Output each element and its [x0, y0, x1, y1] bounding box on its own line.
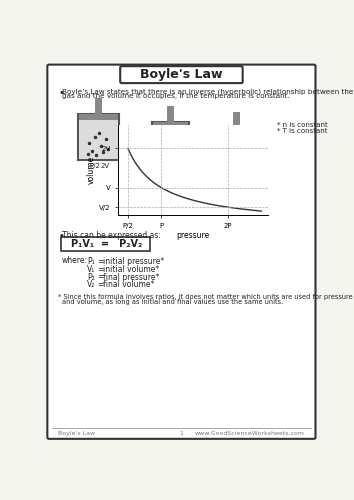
Text: gas and the volume it occupies, if the temperature is constant.: gas and the volume it occupies, if the t…	[62, 93, 290, 99]
Text: Boyle's Law: Boyle's Law	[140, 68, 223, 81]
Bar	[78, 114, 119, 160]
Text: final volume*: final volume*	[103, 280, 155, 289]
Text: P/2: P/2	[89, 163, 100, 169]
Bar	[79, 120, 118, 160]
FancyBboxPatch shape	[120, 66, 242, 83]
Bar	[79, 114, 118, 120]
Text: * n is constant: * n is constant	[277, 122, 327, 128]
Text: initial pressure*: initial pressure*	[103, 257, 164, 266]
Text: P₁: P₁	[87, 257, 95, 266]
Bar	[61, 237, 150, 251]
Text: V₁: V₁	[87, 265, 95, 274]
Text: Boyle's Law: Boyle's Law	[58, 431, 95, 436]
Bar	[219, 128, 254, 134]
FancyBboxPatch shape	[47, 64, 315, 439]
Text: 2V: 2V	[100, 163, 109, 169]
Bar	[218, 128, 255, 144]
Text: 2P: 2P	[228, 148, 237, 154]
Text: P₂: P₂	[87, 272, 95, 281]
Text: •: •	[58, 88, 64, 99]
Text: =: =	[97, 265, 103, 274]
Text: P₁V₁  =   P₂V₂: P₁V₁ = P₂V₂	[71, 239, 142, 249]
Text: initial volume*: initial volume*	[103, 265, 159, 274]
Text: www.GoodScienceWorksheets.com: www.GoodScienceWorksheets.com	[195, 431, 305, 436]
X-axis label: pressure: pressure	[176, 232, 210, 240]
Text: V₂: V₂	[87, 280, 95, 289]
Text: and volume, as long as initial and final values use the same units.: and volume, as long as initial and final…	[62, 300, 283, 306]
Text: where:: where:	[61, 256, 87, 266]
Bar	[153, 128, 188, 153]
Text: final pressure*: final pressure*	[103, 272, 160, 281]
Text: =: =	[97, 257, 103, 266]
Bar	[233, 112, 240, 128]
Bar	[152, 122, 189, 154]
Text: * Since this formula involves ratios, it does not matter which units are used fo: * Since this formula involves ratios, it…	[58, 294, 353, 300]
Text: =: =	[97, 272, 103, 281]
Y-axis label: volume: volume	[87, 156, 96, 184]
Text: P: P	[165, 157, 169, 163]
Text: V: V	[175, 157, 179, 163]
Text: •: •	[58, 231, 64, 241]
Text: 1: 1	[179, 431, 183, 436]
Bar	[153, 122, 188, 128]
Text: V/2: V/2	[237, 148, 249, 154]
Text: =: =	[97, 280, 103, 289]
Text: * T is constant: * T is constant	[277, 128, 327, 134]
Bar	[95, 98, 102, 114]
Text: This can be expressed as:: This can be expressed as:	[62, 231, 161, 240]
Bar	[167, 106, 174, 122]
Text: Boyle’s Law states that there is an inverse (hyperbolic) relationship between th: Boyle’s Law states that there is an inve…	[62, 88, 354, 95]
Bar	[219, 134, 254, 144]
